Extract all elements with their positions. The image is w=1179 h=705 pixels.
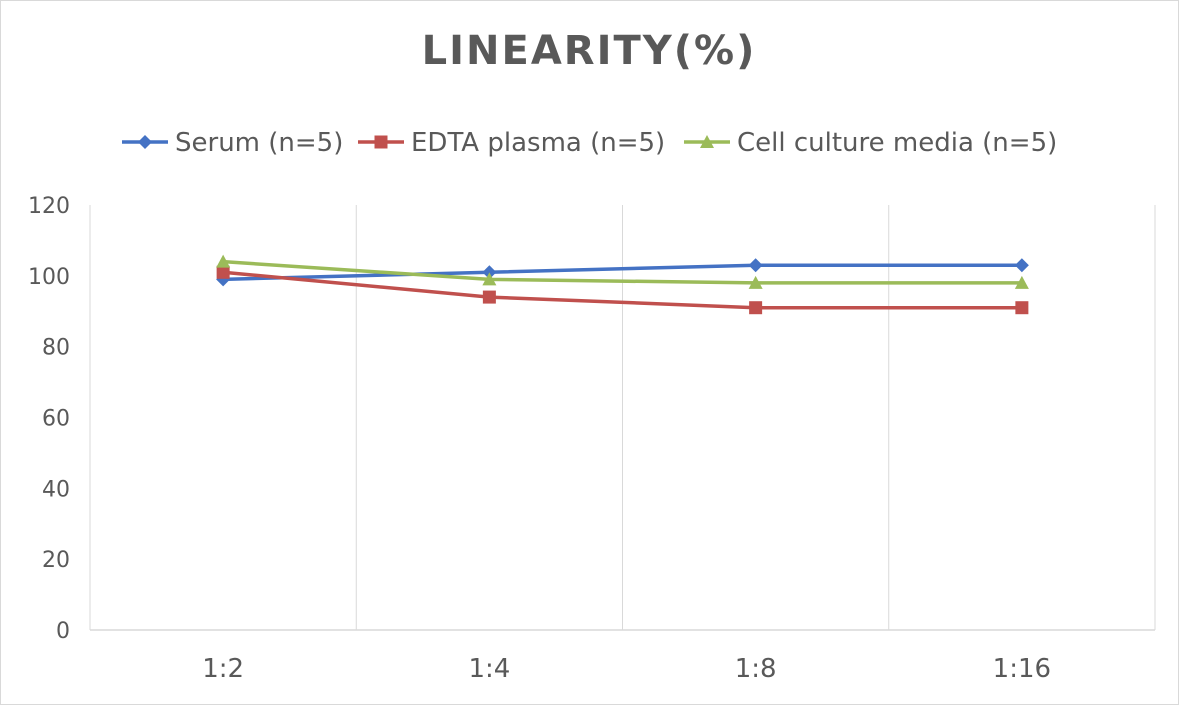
y-tick-label: 40 — [42, 477, 70, 502]
series-edta — [216, 265, 1029, 315]
x-tick-label: 1:4 — [468, 654, 510, 684]
diamond-marker — [482, 265, 497, 280]
legend-item: Serum (n=5) — [122, 128, 343, 158]
x-tick-label: 1:2 — [202, 654, 244, 684]
triangle-marker — [482, 272, 497, 286]
x-tick-label: 1:16 — [993, 654, 1051, 684]
legend-label: EDTA plasma (n=5) — [411, 128, 665, 158]
legend-item: Cell culture media (n=5) — [684, 128, 1057, 158]
y-tick-label: 60 — [42, 407, 70, 432]
diamond-marker — [1014, 258, 1029, 273]
chart-title: LINEARITY(%) — [422, 28, 757, 74]
series-line — [223, 259, 1022, 285]
y-tick-label: 100 — [28, 265, 70, 290]
legend-label: Serum (n=5) — [175, 128, 343, 158]
square-marker — [374, 135, 388, 149]
y-tick-label: 20 — [42, 548, 70, 573]
diamond-marker — [748, 258, 763, 273]
square-marker — [216, 265, 230, 279]
series-line — [222, 270, 1022, 310]
y-tick-label: 120 — [28, 194, 70, 219]
triangle-marker — [700, 135, 714, 148]
diamond-marker — [138, 135, 152, 149]
legend-label: Cell culture media (n=5) — [737, 128, 1057, 158]
triangle-marker — [748, 275, 763, 289]
x-tick-label: 1:8 — [735, 654, 777, 684]
square-marker — [749, 301, 763, 315]
triangle-marker — [216, 254, 231, 268]
triangle-marker — [1014, 275, 1029, 289]
y-tick-label: 80 — [42, 336, 70, 361]
series-cell — [216, 254, 1029, 289]
series-line — [223, 263, 1022, 282]
axes: 0 20 40 60 80 100 120 1:2 1:4 1:8 1:16 — [28, 194, 1155, 684]
legend-item: EDTA plasma (n=5) — [358, 128, 665, 158]
square-marker — [482, 290, 496, 304]
series-group — [216, 254, 1029, 315]
square-marker — [1015, 301, 1029, 315]
legend: Serum (n=5) EDTA plasma (n=5) Cell culture… — [122, 128, 1057, 158]
y-tick-label: 0 — [56, 619, 70, 644]
